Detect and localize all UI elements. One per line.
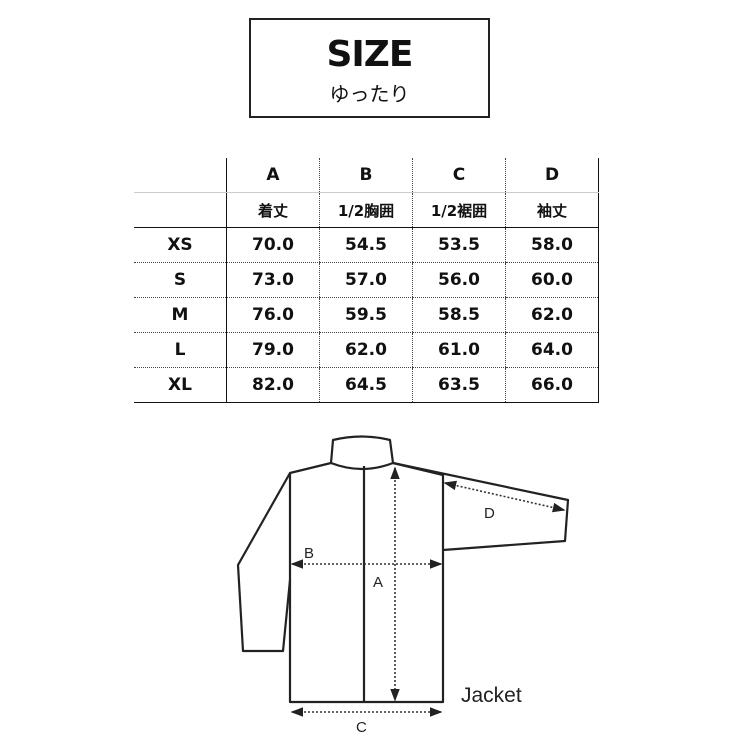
label-a: A	[373, 574, 383, 591]
corner-cell	[134, 192, 227, 228]
column-label: 着丈	[226, 192, 320, 228]
measurement-cell: 57.0	[319, 262, 413, 298]
measurement-cell: 82.0	[226, 367, 320, 403]
column-header: C	[412, 158, 506, 193]
measurement-cell: 58.0	[505, 227, 599, 263]
size-label: L	[134, 332, 227, 368]
table-row: M 76.0 59.5 58.5 62.0	[134, 297, 599, 333]
garment-label: Jacket	[461, 684, 522, 707]
page-title: SIZE	[326, 34, 413, 75]
size-label: XL	[134, 367, 227, 403]
measurement-cell: 73.0	[226, 262, 320, 298]
size-label: XS	[134, 227, 227, 263]
table-row: L 79.0 62.0 61.0 64.0	[134, 332, 599, 368]
measurement-cell: 60.0	[505, 262, 599, 298]
label-c: C	[356, 719, 367, 736]
measurement-cell: 66.0	[505, 367, 599, 403]
table-header-row: A B C D	[134, 158, 599, 193]
measurement-cell: 61.0	[412, 332, 506, 368]
measurement-cell: 64.0	[505, 332, 599, 368]
size-label: S	[134, 262, 227, 298]
measure-d-arrow	[443, 480, 566, 513]
fit-subtitle: ゆったり	[329, 82, 410, 106]
size-label: M	[134, 297, 227, 333]
jacket-body	[288, 461, 445, 704]
column-header: B	[319, 158, 413, 193]
title-box: SIZE ゆったり	[249, 18, 490, 118]
table-label-row: 着丈 1/2胸囲 1/2裾囲 袖丈	[134, 192, 599, 228]
jacket-left-sleeve	[236, 472, 292, 653]
size-table: A B C D 着丈 1/2胸囲 1/2裾囲 袖丈 XS 70.0 54.5 53.5…	[134, 158, 599, 403]
column-header: D	[505, 158, 599, 193]
measurement-cell: 79.0	[226, 332, 320, 368]
table-row: XS 70.0 54.5 53.5 58.0	[134, 227, 599, 263]
measurement-cell: 62.0	[319, 332, 413, 368]
measurement-cell: 56.0	[412, 262, 506, 298]
column-label: 1/2胸囲	[319, 192, 413, 228]
label-b: B	[304, 545, 314, 562]
column-label: 袖丈	[505, 192, 599, 228]
table-row: S 73.0 57.0 56.0 60.0	[134, 262, 599, 298]
measurement-cell: 64.5	[319, 367, 413, 403]
column-header: A	[226, 158, 320, 193]
measurement-cell: 70.0	[226, 227, 320, 263]
measurement-cell: 53.5	[412, 227, 506, 263]
table-row: XL 82.0 64.5 63.5 66.0	[134, 367, 599, 403]
measurement-cell: 58.5	[412, 297, 506, 333]
measurement-cell: 62.0	[505, 297, 599, 333]
corner-cell	[134, 158, 227, 193]
label-d: D	[484, 505, 495, 522]
measurement-cell: 59.5	[319, 297, 413, 333]
jacket-collar	[329, 435, 395, 471]
measurement-cell: 76.0	[226, 297, 320, 333]
measurement-cell: 54.5	[319, 227, 413, 263]
measurement-cell: 63.5	[412, 367, 506, 403]
column-label: 1/2裾囲	[412, 192, 506, 228]
jacket-right-sleeve	[392, 461, 570, 552]
